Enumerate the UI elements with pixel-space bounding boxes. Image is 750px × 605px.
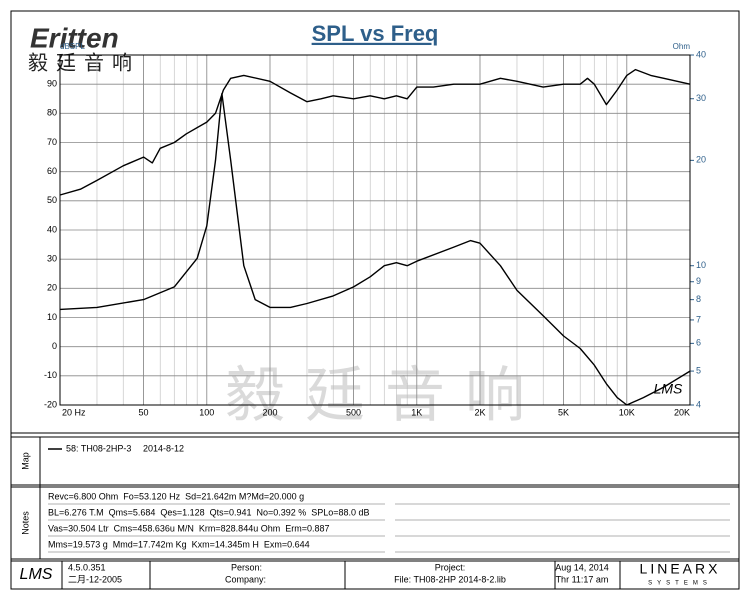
y2-tick-label: 7 [696, 314, 701, 324]
y-tick-label: 30 [47, 254, 57, 264]
footer-version: 4.5.0.351 [68, 562, 106, 572]
footer-build-date: 二月-12-2005 [68, 574, 122, 584]
logo-cn: 毅廷音响 [28, 51, 140, 74]
x-tick-label: 500 [346, 407, 361, 417]
plot-border [59, 54, 691, 406]
map-label: Map [20, 452, 30, 470]
y2-tick-label: 8 [696, 294, 701, 304]
x-tick-label: 50 [139, 407, 149, 417]
y-tick-label: 40 [47, 224, 57, 234]
x-tick-label: 10K [619, 407, 635, 417]
y-tick-label: 60 [47, 166, 57, 176]
y-tick-label: 0 [52, 341, 57, 351]
x-tick-label: 2K [474, 407, 485, 417]
corner-mark: LMS [654, 381, 683, 397]
y2-tick-label: 40 [696, 49, 706, 59]
y-tick-label: -10 [44, 370, 57, 380]
x-tick-label: 20K [674, 407, 690, 417]
y2-tick-label: 5 [696, 365, 701, 375]
y-tick-label: 70 [47, 137, 57, 147]
y-axis-label: dBSPL [60, 42, 85, 51]
footer-dividers [61, 561, 621, 589]
chart-title: SPL vs Freq [312, 21, 439, 46]
footer-time: Thr 11:17 am [556, 574, 609, 584]
y2-tick-label: 6 [696, 338, 701, 348]
y2-tick-label: 10 [696, 260, 706, 270]
note-line: Vas=30.504 Ltr Cms=458.636u M/N Krm=828.… [48, 523, 330, 533]
y2-axis-label: Ohm [673, 42, 691, 51]
notes-box [10, 486, 740, 560]
x-tick-label: 1K [411, 407, 422, 417]
footer-company: Company: [225, 574, 266, 584]
logo: Eritten [30, 22, 119, 53]
footer-project: Project: [435, 562, 466, 572]
footer-brand-sub: SYSTEMS [648, 581, 712, 587]
y-tick-label: 90 [47, 79, 57, 89]
x-tick-label: 100 [199, 407, 214, 417]
y2-tick-label: 4 [696, 399, 701, 409]
footer-brand: LINEARX [640, 561, 721, 577]
note-line: Revc=6.800 Ohm Fo=53.120 Hz Sd=21.642m M… [48, 491, 304, 501]
y-tick-label: -20 [44, 399, 57, 409]
x-tick-label: 200 [262, 407, 277, 417]
map-date: 2014-8-12 [143, 443, 184, 453]
y-tick-label: 10 [47, 312, 57, 322]
map-box [10, 436, 740, 486]
footer-person: Person: [231, 562, 262, 572]
outer-border [10, 10, 740, 590]
series-line [59, 93, 691, 406]
y2-tick-label: 30 [696, 93, 706, 103]
series-line [59, 68, 691, 196]
note-line: Mms=19.573 g Mmd=17.742m Kg Kxm=14.345m … [48, 539, 310, 549]
y-tick-label: 80 [47, 108, 57, 118]
y-tick-label: 50 [47, 195, 57, 205]
y-tick-label: 20 [47, 283, 57, 293]
map-entry: 58: TH08-2HP-3 [66, 443, 131, 453]
x-tick-label: 20 Hz [62, 407, 86, 417]
watermark: 毅廷音响 [225, 362, 545, 429]
notes-label: Notes [20, 511, 30, 535]
footer-date: Aug 14, 2014 [555, 562, 609, 572]
note-line: BL=6.276 T.M Qms=5.684 Qes=1.128 Qts=0.9… [48, 507, 370, 517]
footer-file: File: TH08-2HP 2014-8-2.lib [394, 574, 506, 584]
y2-tick-label: 9 [696, 276, 701, 286]
x-tick-label: 5K [558, 407, 569, 417]
y2-tick-label: 20 [696, 155, 706, 165]
footer-box [10, 560, 740, 590]
footer-lms: LMS [20, 566, 53, 583]
